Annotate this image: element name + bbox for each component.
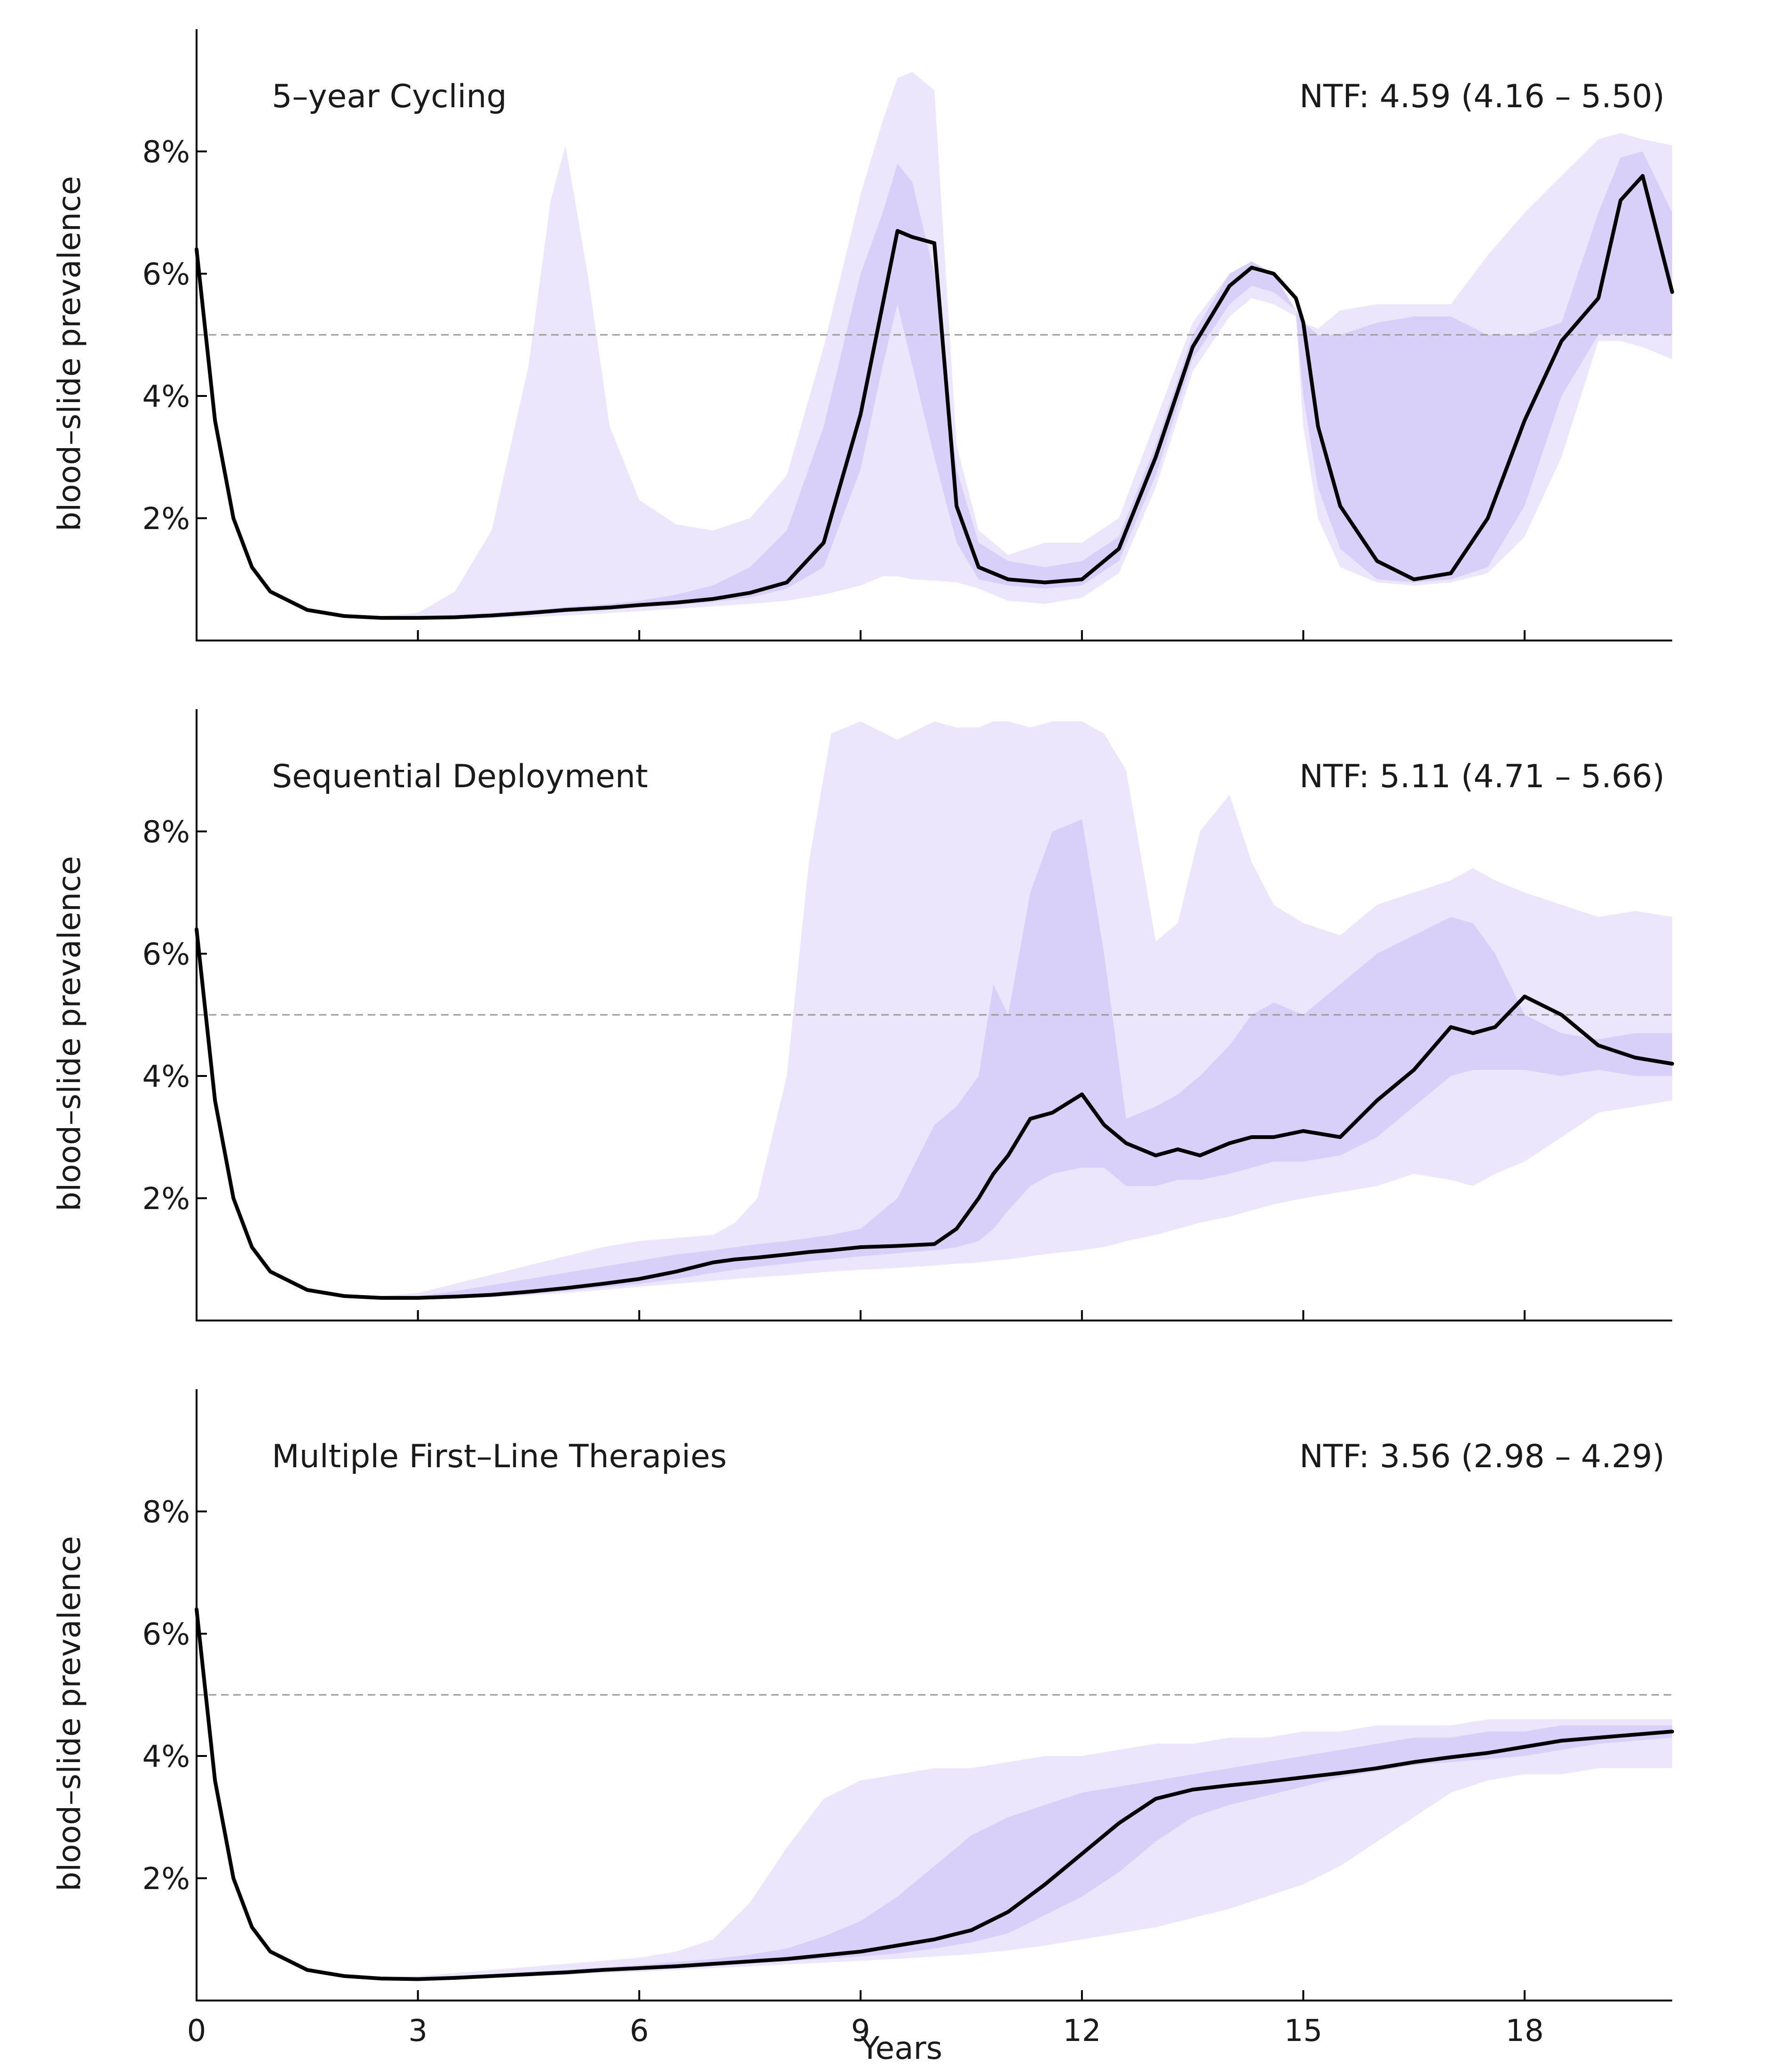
y-tick-label-3-0: 2%: [142, 1862, 190, 1897]
y-tick-label-2-3: 8%: [142, 815, 190, 850]
y-tick-label-3-3: 8%: [142, 1495, 190, 1530]
x-tick-label-2: 6: [630, 2014, 649, 2048]
y-axis-label-3: blood–slide prevalence: [51, 1536, 87, 1891]
x-axis-label: Years: [860, 2030, 942, 2066]
y-tick-label-2-2: 6%: [142, 937, 190, 972]
y-axis-label-1: blood–slide prevalence: [51, 176, 87, 531]
x-tick-label-0: 0: [187, 2014, 206, 2048]
panel-title-2: Sequential Deployment: [272, 758, 648, 795]
ntf-annotation-3: NTF: 3.56 (2.98 – 4.29): [1299, 1438, 1665, 1475]
ntf-annotation-1: NTF: 4.59 (4.16 – 5.50): [1299, 78, 1665, 115]
median-line-3: [195, 1607, 1674, 1981]
y-tick-label-1-0: 2%: [142, 502, 190, 537]
chart-panel-2: 2% 4% 6% 8% blood–slide prevalence Sequential…: [51, 709, 1674, 1321]
median-line-1: [195, 174, 1674, 620]
y-tick-label-3-1: 4%: [142, 1740, 190, 1774]
chart-panel-1: 2% 4% 6% 8% blood–slide prevalence 5–year Cyc…: [51, 29, 1674, 641]
y-tick-label-3-2: 6%: [142, 1617, 190, 1652]
y-tick-label-1-3: 8%: [142, 135, 190, 170]
x-tick-label-1: 3: [408, 2014, 427, 2048]
inner-band-1: [197, 151, 1672, 619]
y-tick-label-2-1: 4%: [142, 1060, 190, 1094]
ntf-annotation-2: NTF: 5.11 (4.71 – 5.66): [1299, 758, 1665, 795]
inner-band-3: [197, 1609, 1672, 1979]
x-tick-label-4: 12: [1063, 2014, 1101, 2048]
x-tick-label-3: 9: [851, 2014, 870, 2048]
y-axis-label-2: blood–slide prevalence: [51, 856, 87, 1211]
x-tick-label-6: 18: [1505, 2014, 1543, 2048]
y-tick-label-1-2: 6%: [142, 257, 190, 292]
panel-title-1: 5–year Cycling: [272, 78, 507, 115]
outer-band-3: [197, 1609, 1672, 1979]
x-tick-label-5: 15: [1284, 2014, 1322, 2048]
chart-panel-3: 2% 4% 6% 8% 0 3 6 9 12 15 18 blood–slide prevalence…: [51, 1389, 1674, 2048]
y-tick-label-1-1: 4%: [142, 380, 190, 414]
panel-title-3: Multiple First–Line Therapies: [272, 1438, 727, 1475]
median-line-2: [195, 927, 1674, 1300]
inner-band-2: [197, 819, 1672, 1299]
y-tick-label-2-0: 2%: [142, 1182, 190, 1217]
